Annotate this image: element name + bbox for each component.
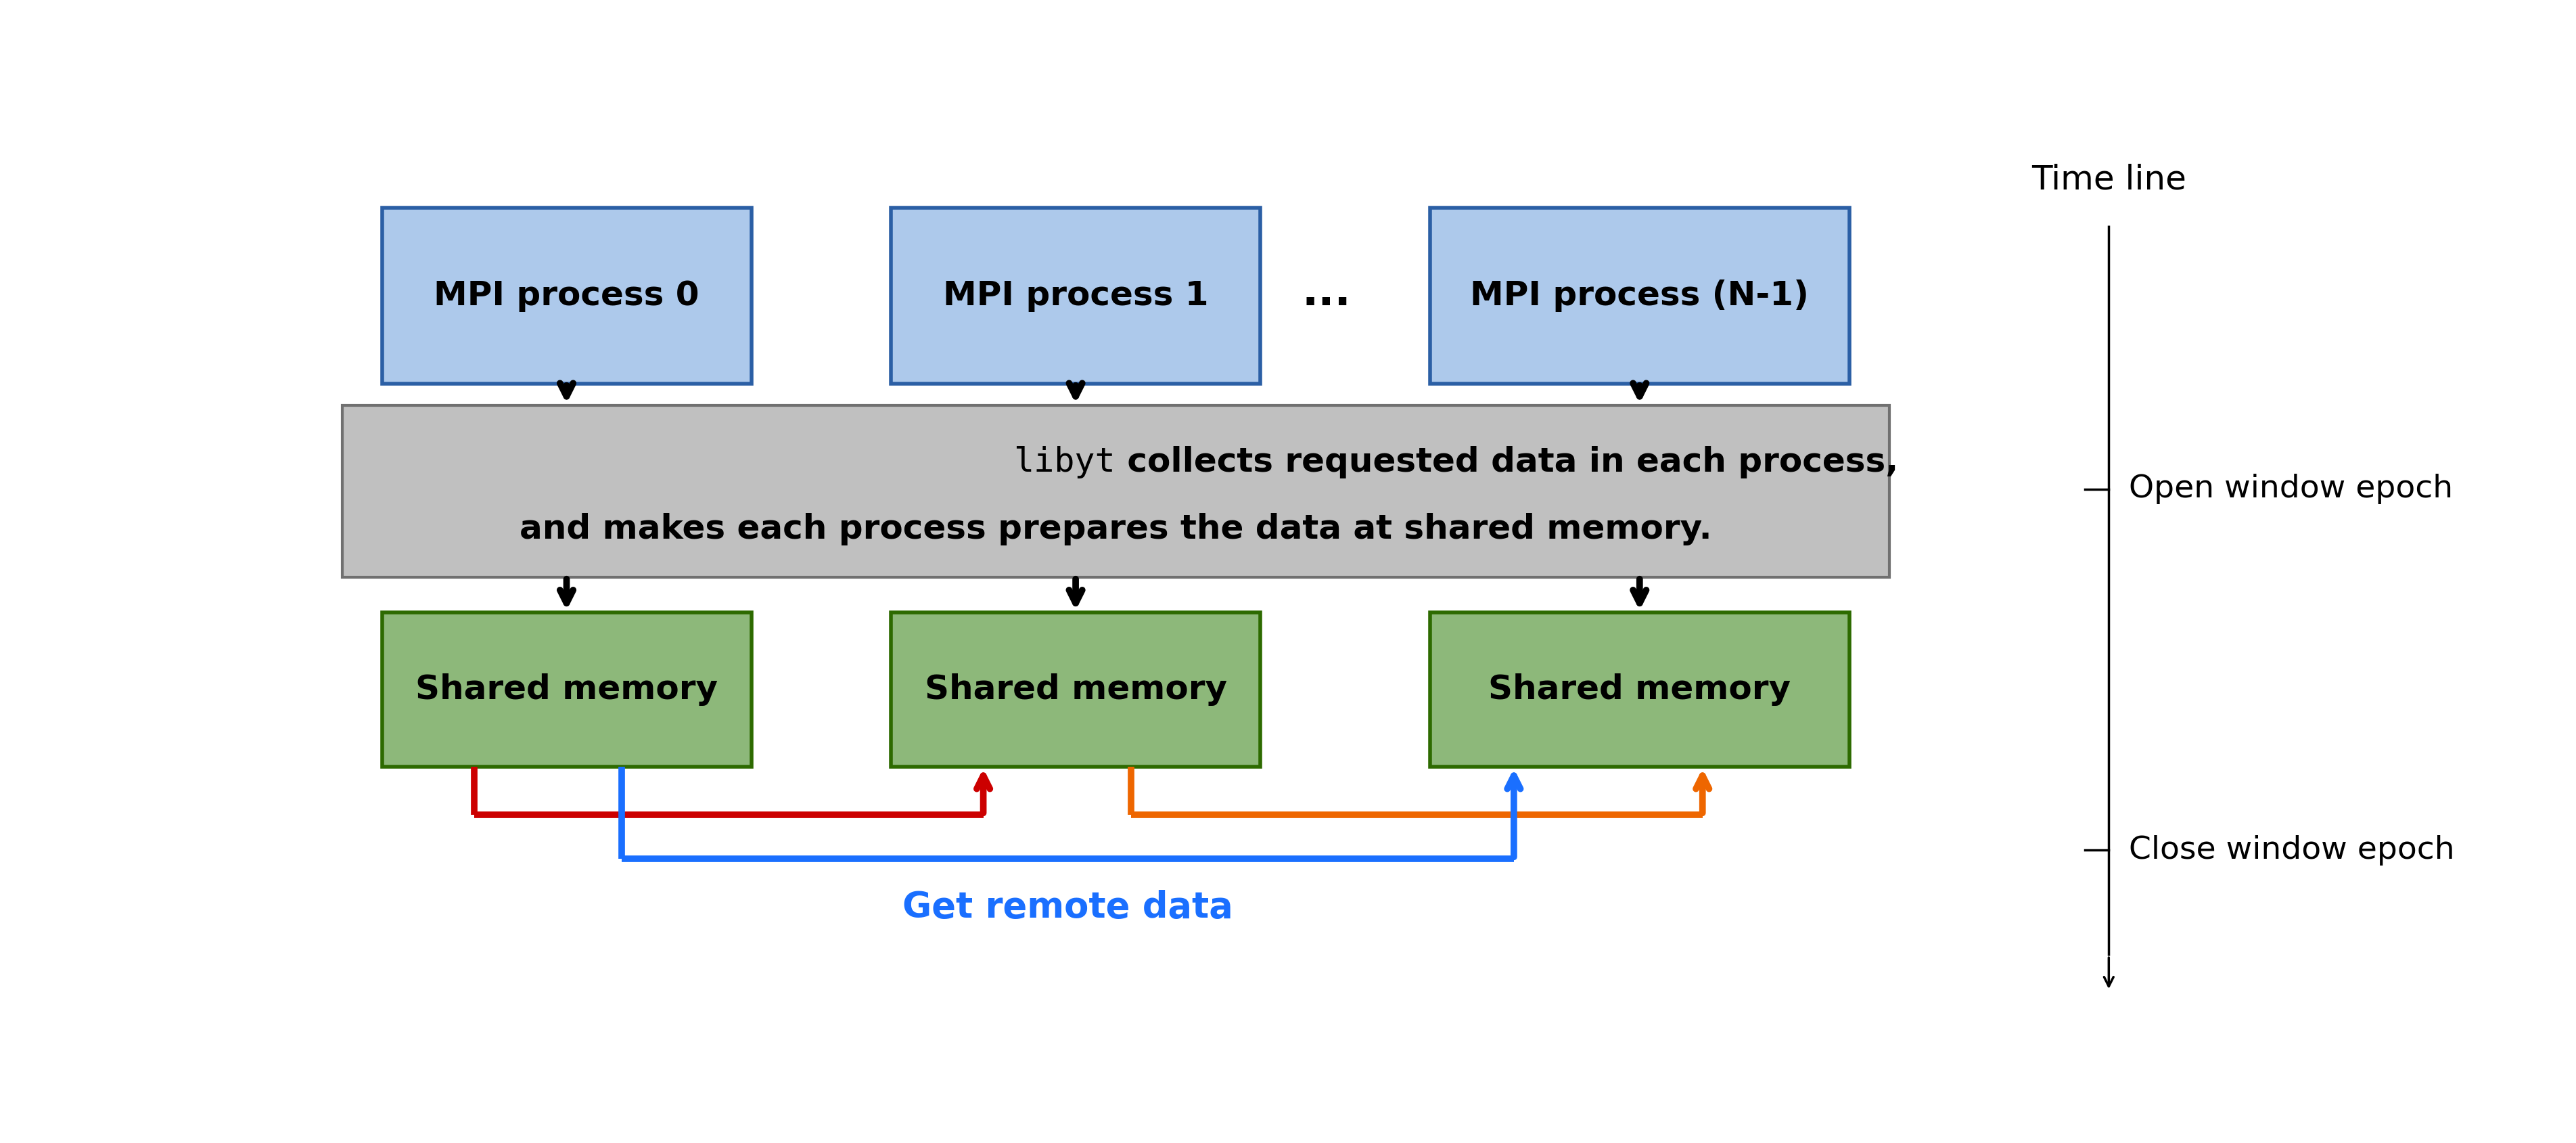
FancyBboxPatch shape: [381, 613, 752, 767]
Text: Shared memory: Shared memory: [415, 673, 719, 705]
Text: Shared memory: Shared memory: [1489, 673, 1790, 705]
FancyBboxPatch shape: [1430, 208, 1850, 384]
Text: Open window epoch: Open window epoch: [2128, 474, 2452, 504]
Text: Shared memory: Shared memory: [925, 673, 1226, 705]
Text: Close window epoch: Close window epoch: [2128, 834, 2455, 865]
Text: Time line: Time line: [2032, 163, 2187, 197]
Text: libyt: libyt: [1015, 446, 1115, 479]
Text: MPI process 0: MPI process 0: [433, 279, 698, 312]
Text: Get remote data: Get remote data: [902, 889, 1234, 925]
FancyBboxPatch shape: [381, 208, 752, 384]
FancyBboxPatch shape: [891, 613, 1260, 767]
Text: and makes each process prepares the data at shared memory.: and makes each process prepares the data…: [520, 513, 1710, 545]
Text: collects requested data in each process,: collects requested data in each process,: [1115, 446, 1899, 479]
Text: MPI process (N-1): MPI process (N-1): [1471, 279, 1808, 312]
FancyBboxPatch shape: [343, 406, 1888, 577]
FancyBboxPatch shape: [891, 208, 1260, 384]
Text: MPI process 1: MPI process 1: [943, 279, 1208, 312]
Text: ...: ...: [1301, 272, 1350, 314]
FancyBboxPatch shape: [1430, 613, 1850, 767]
